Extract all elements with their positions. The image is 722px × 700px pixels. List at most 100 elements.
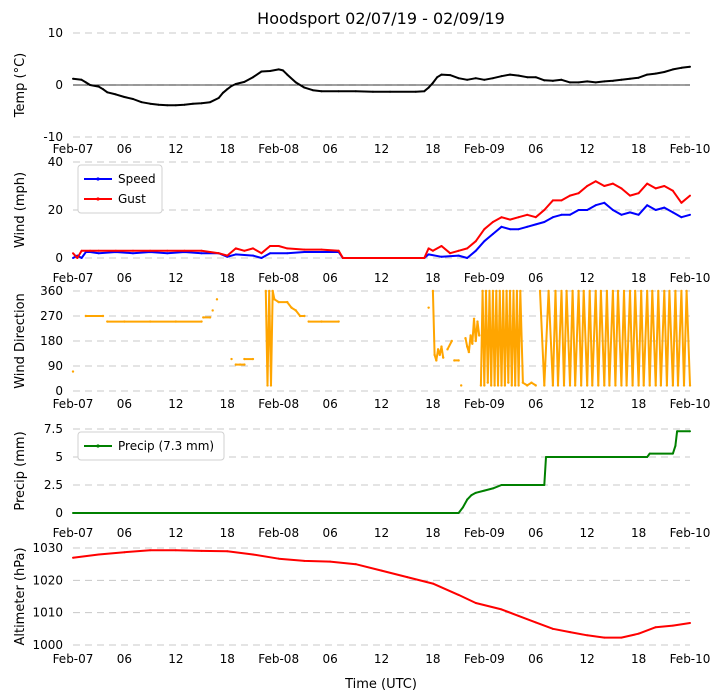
temp-data-point bbox=[157, 103, 160, 106]
altimeter-data-point bbox=[174, 549, 177, 552]
wind-data-point bbox=[586, 185, 589, 187]
direction-point bbox=[84, 314, 88, 318]
wind-data-point bbox=[483, 240, 486, 243]
direction-point bbox=[579, 384, 583, 387]
precip-xtick-label: Feb-08 bbox=[258, 526, 299, 540]
temp-data-point bbox=[611, 79, 614, 82]
precip-data-point bbox=[594, 456, 597, 458]
wind-series-speed bbox=[72, 201, 691, 259]
altimeter-ylabel: Altimeter (hPa) bbox=[13, 547, 28, 645]
temp-data-point bbox=[217, 97, 220, 99]
altimeter-data-point bbox=[303, 559, 306, 562]
wind-data-point bbox=[251, 254, 254, 257]
direction-point bbox=[628, 289, 632, 293]
wind-data-point bbox=[76, 257, 79, 259]
wind-xtick-label: 12 bbox=[168, 271, 183, 285]
direction-point bbox=[665, 384, 669, 387]
direction-segment bbox=[264, 290, 305, 386]
altimeter-data-point bbox=[517, 614, 520, 617]
direction-ytick-label: 90 bbox=[48, 359, 63, 373]
precip-data-point bbox=[461, 506, 464, 509]
wind-data-point bbox=[89, 249, 92, 252]
temp-panel: -10 0 10 Temp (°C) Feb-07 06 12 18 Feb-08 06 12 18 F… bbox=[13, 26, 710, 156]
wind-ytick-label: 20 bbox=[48, 203, 63, 217]
wind-xtick-label: Feb-08 bbox=[258, 271, 299, 285]
direction-point bbox=[320, 320, 323, 323]
temp-data-point bbox=[620, 78, 623, 81]
altimeter-data-point bbox=[689, 622, 691, 625]
direction-point bbox=[286, 300, 289, 304]
altimeter-data-point bbox=[620, 636, 623, 639]
direction-xtick-label: 18 bbox=[631, 397, 646, 411]
altimeter-data-point bbox=[251, 553, 254, 556]
direction-point bbox=[498, 289, 501, 293]
wind-data-point bbox=[671, 211, 674, 214]
direction-point bbox=[654, 384, 657, 387]
wind-data-point bbox=[449, 252, 452, 255]
temp-data-point bbox=[491, 77, 494, 80]
wind-data-point bbox=[543, 221, 546, 223]
wind-data-point bbox=[427, 247, 430, 250]
wind-data-point bbox=[646, 182, 649, 185]
altimeter-data-point bbox=[474, 601, 477, 604]
temp-data-point bbox=[431, 81, 434, 84]
direction-point bbox=[503, 384, 507, 387]
temp-data-point bbox=[337, 90, 340, 93]
direction-point bbox=[611, 289, 615, 293]
wind-data-point bbox=[611, 182, 614, 185]
wind-xtick-label: 06 bbox=[528, 271, 543, 285]
wind-data-point bbox=[517, 216, 520, 219]
temp-data-point bbox=[174, 104, 177, 107]
direction-panel: 0 90 180 270 360 Wind Direction Feb-07 06 12 18 Fe… bbox=[13, 284, 710, 411]
wind-legend: Speed Gust bbox=[77, 164, 163, 214]
direction-point bbox=[431, 289, 435, 293]
precip-data-point bbox=[329, 512, 332, 514]
direction-point bbox=[625, 384, 628, 387]
temp-data-point bbox=[84, 81, 87, 84]
direction-point bbox=[639, 289, 643, 293]
direction-point bbox=[440, 345, 443, 348]
wind-data-point bbox=[620, 213, 623, 216]
wind-xtick-label: 06 bbox=[322, 271, 337, 285]
altimeter-xtick-label: 06 bbox=[117, 652, 132, 666]
temp-data-point bbox=[131, 98, 134, 101]
wind-data-point bbox=[303, 248, 306, 251]
wind-data-point bbox=[423, 257, 426, 259]
altimeter-data-point bbox=[149, 549, 152, 552]
precip-legend: Precip (7.3 mm) bbox=[77, 431, 225, 461]
altimeter-xtick-label: 06 bbox=[322, 652, 337, 666]
wind-data-point bbox=[286, 247, 289, 250]
direction-point bbox=[148, 320, 152, 323]
wind-data-point bbox=[560, 213, 563, 216]
direction-point bbox=[298, 314, 302, 318]
temp-data-point bbox=[474, 77, 477, 80]
wind-data-point bbox=[491, 233, 494, 235]
wind-data-point bbox=[620, 187, 623, 190]
direction-point bbox=[534, 384, 537, 387]
legend-box bbox=[77, 431, 225, 461]
temp-data-point bbox=[72, 77, 74, 80]
wind-data-point bbox=[320, 251, 323, 253]
direction-point bbox=[215, 298, 219, 301]
wind-data-point bbox=[663, 206, 666, 209]
direction-point bbox=[264, 289, 268, 293]
wind-data-point bbox=[303, 251, 306, 253]
direction-point bbox=[174, 320, 178, 323]
direction-point bbox=[106, 320, 109, 323]
direction-point bbox=[571, 289, 574, 293]
precip-data-point bbox=[243, 512, 246, 514]
temp-data-point bbox=[80, 78, 83, 81]
altimeter-xtick-label: Feb-07 bbox=[53, 652, 94, 666]
wind-data-point bbox=[586, 209, 589, 211]
direction-point bbox=[645, 289, 649, 293]
direction-point bbox=[510, 384, 513, 387]
precip-data-point bbox=[676, 430, 679, 433]
temp-data-point bbox=[251, 76, 254, 79]
direction-point bbox=[467, 350, 471, 354]
temp-xtick-label: Feb-09 bbox=[464, 142, 505, 156]
direction-point bbox=[616, 289, 620, 293]
altimeter-data-point bbox=[586, 634, 589, 637]
direction-point bbox=[507, 381, 510, 384]
direction-point bbox=[682, 384, 686, 387]
